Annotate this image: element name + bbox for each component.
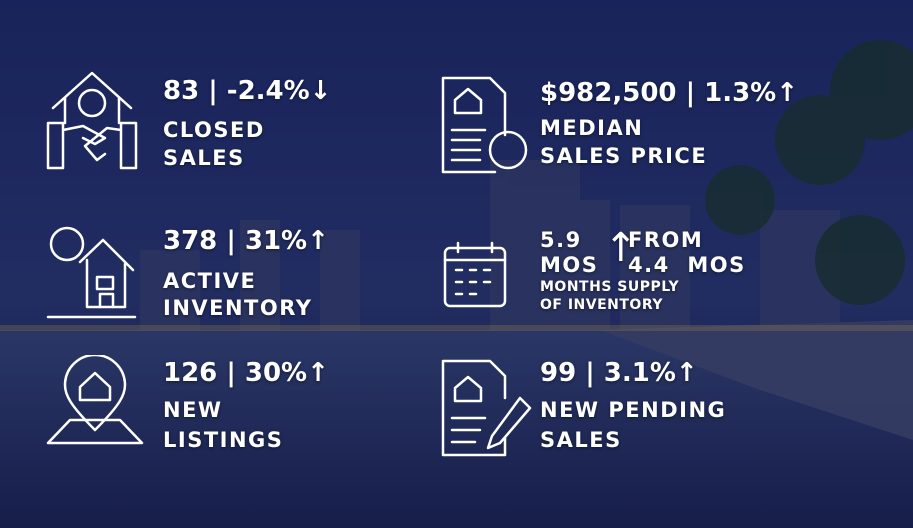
label: OF INVENTORY [540, 297, 663, 313]
label: MONTHS SUPPLY [540, 279, 680, 295]
headline: 378 | 31%↑ [163, 226, 329, 256]
label: LISTINGS [163, 428, 284, 452]
headline: 126 | 30%↑ [163, 358, 329, 388]
median-price-icon [441, 76, 528, 174]
headline: $982,500 | 1.3%↑ [540, 78, 799, 108]
label: NEW PENDING [540, 398, 727, 422]
new-pending-icon [441, 359, 532, 457]
label: NEW [163, 398, 223, 422]
label: CLOSED [163, 118, 265, 142]
from-text: FROM [628, 228, 704, 252]
months-supply-icon [443, 241, 507, 308]
label: SALES [163, 146, 245, 170]
new-listings-icon [46, 355, 144, 445]
previous-value: 4.4 MOS [628, 253, 746, 277]
headline: 99 | 3.1%↑ [540, 358, 698, 388]
label: SALES [540, 428, 622, 452]
current-value: 5.9 [540, 228, 582, 252]
headline: 83 | -2.4%↓ [163, 76, 332, 106]
label: INVENTORY [163, 296, 313, 320]
label: MEDIAN [540, 116, 644, 140]
label: SALES PRICE [540, 144, 708, 168]
arrow: ↑ [604, 225, 638, 271]
label: ACTIVE [163, 269, 257, 293]
inventory-icon [46, 226, 137, 319]
closed-sales-icon [46, 71, 138, 170]
current-unit: MOS [540, 253, 599, 277]
